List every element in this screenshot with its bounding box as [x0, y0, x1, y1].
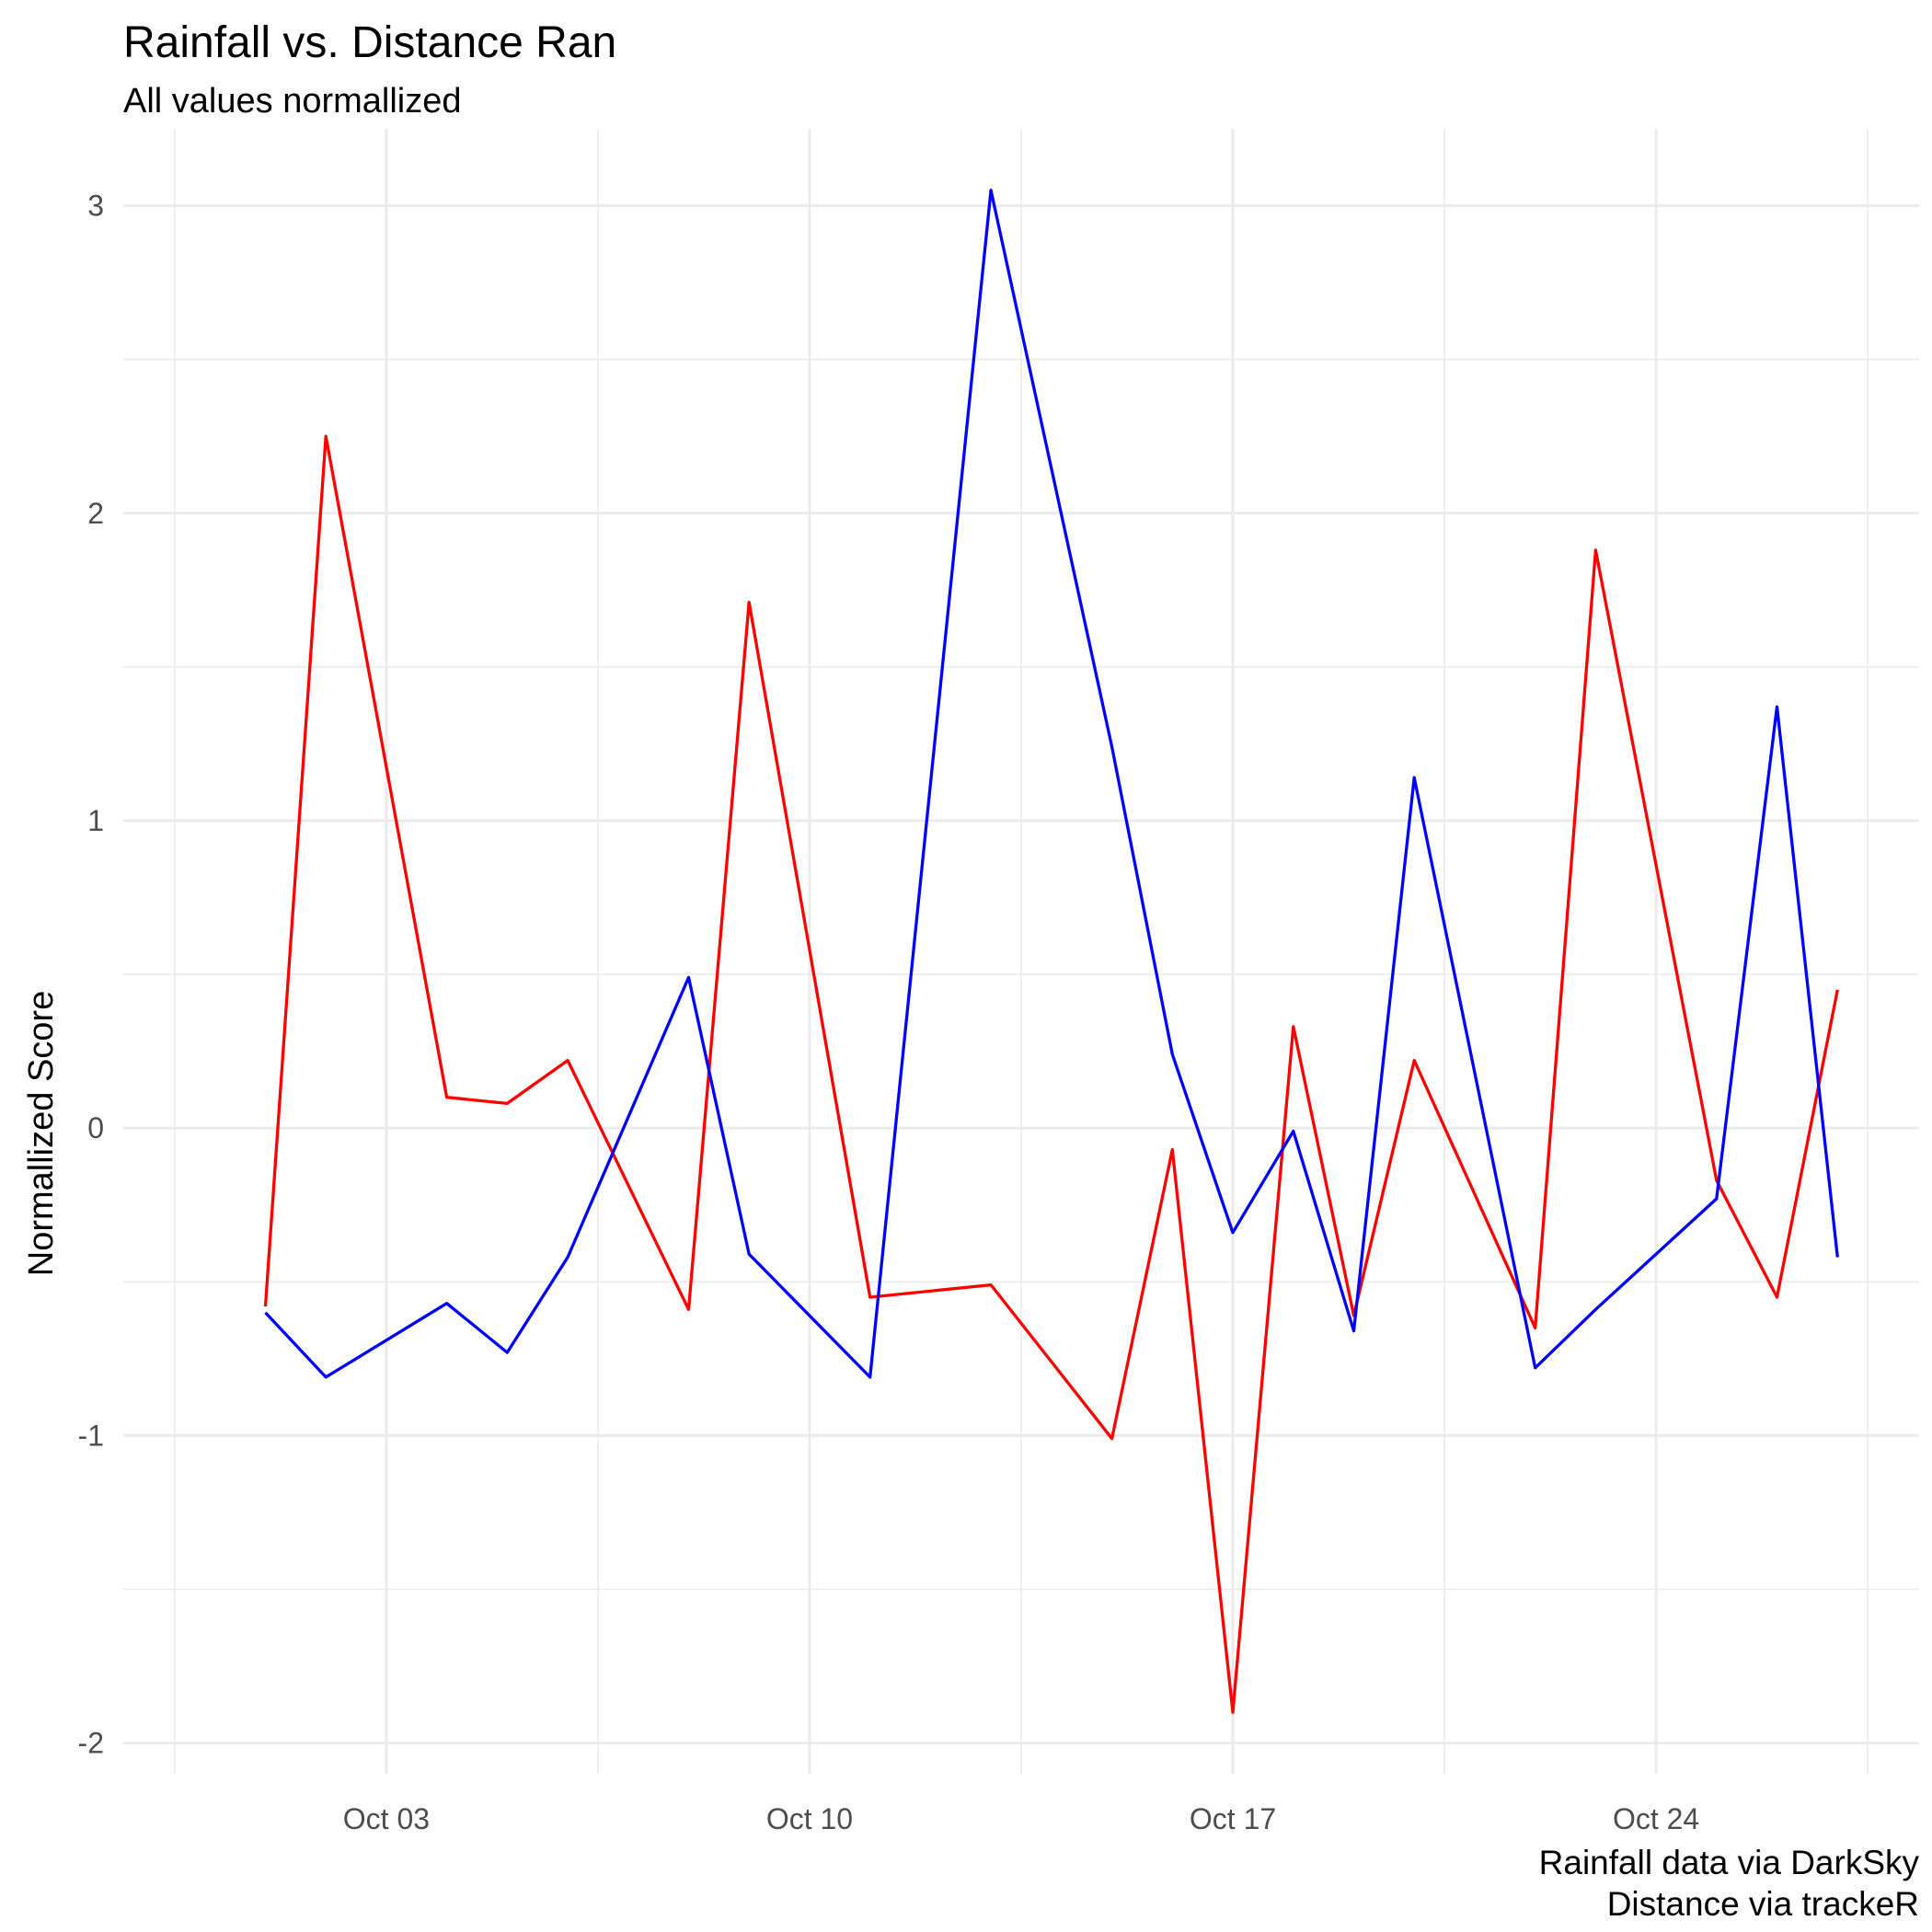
x-tick-label: Oct 24: [1613, 1802, 1699, 1835]
y-tick-label: 2: [87, 497, 104, 530]
chart-title: Rainfall vs. Distance Ran: [123, 18, 616, 67]
series-layer: [263, 189, 1839, 1714]
caption-line-2: Distance via trackeR: [1607, 1885, 1919, 1923]
x-tick-label: Oct 03: [343, 1802, 430, 1835]
caption-line-1: Rainfall data via DarkSky: [1539, 1844, 1920, 1881]
series-line-1: [263, 434, 1839, 1714]
chart-subtitle: All values normallized: [123, 82, 462, 121]
y-tick-label: 0: [87, 1111, 104, 1144]
y-axis-title: Normallized Score: [22, 991, 61, 1276]
x-tick-label: Oct 17: [1190, 1802, 1276, 1835]
series-line-2: [264, 189, 1839, 1379]
y-tick-label: 3: [87, 190, 104, 223]
y-axis-ticks: -2 -1 0 1 2 3: [78, 190, 104, 1760]
y-tick-label: -1: [78, 1419, 104, 1452]
y-tick-label: -2: [78, 1727, 104, 1760]
y-tick-label: 1: [87, 804, 104, 837]
x-axis-ticks: Oct 03 Oct 10 Oct 17 Oct 24: [343, 1802, 1699, 1835]
x-tick-label: Oct 10: [766, 1802, 853, 1835]
minor-gridlines: [123, 129, 1919, 1774]
